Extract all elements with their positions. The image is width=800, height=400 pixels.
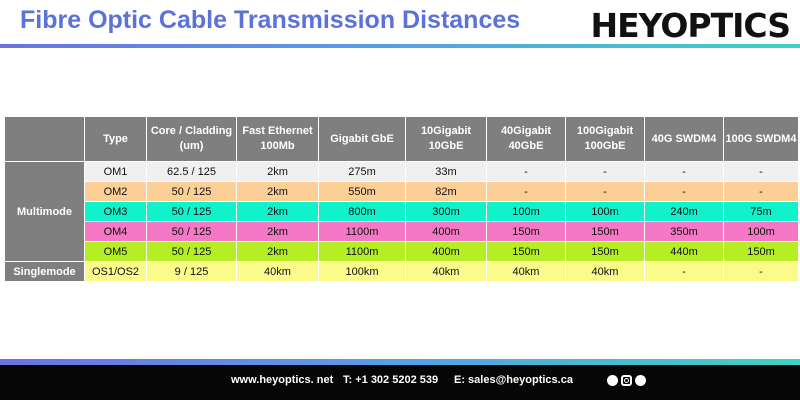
header-divider bbox=[0, 44, 800, 48]
table-cell: 800m bbox=[318, 201, 406, 222]
table-cell: 50 / 125 bbox=[146, 181, 237, 202]
table-cell: 50 / 125 bbox=[146, 241, 237, 262]
table-cell: - bbox=[486, 161, 566, 182]
table-cell: 2km bbox=[236, 241, 319, 262]
table-header-row: Type Core / Cladding (um) Fast Ethernet … bbox=[4, 116, 799, 162]
table-cell: 400m bbox=[405, 241, 487, 262]
fibre-type-cell: OM3 bbox=[84, 201, 147, 222]
fibre-type-cell: OM2 bbox=[84, 181, 147, 202]
table-cell: 40km bbox=[236, 261, 319, 282]
table-row: OM5 50 / 125 2km 1100m 400m 150m 150m 440m 150m bbox=[5, 241, 799, 262]
table-cell: 40km bbox=[405, 261, 487, 282]
table-cell: 100km bbox=[318, 261, 406, 282]
table-cell: 300m bbox=[405, 201, 487, 222]
page-title: Fibre Optic Cable Transmission Distances bbox=[20, 6, 521, 34]
footer-bar: www.heyoptics. net T: +1 302 5202 539 E:… bbox=[0, 365, 800, 400]
table-cell: 150m bbox=[565, 241, 645, 262]
header-core-cladding: Core / Cladding (um) bbox=[146, 116, 237, 162]
table-cell: 1100m bbox=[318, 241, 406, 262]
facebook-icon[interactable] bbox=[607, 375, 618, 386]
group-singlemode: Singlemode bbox=[4, 261, 85, 282]
table-cell: - bbox=[644, 161, 724, 182]
table-cell: 150m bbox=[486, 221, 566, 242]
table-cell: - bbox=[723, 161, 799, 182]
table-cell: 100m bbox=[723, 221, 799, 242]
heyoptics-logo: HEYOPTICS bbox=[590, 6, 791, 45]
table-cell: 40km bbox=[486, 261, 566, 282]
table-row: OM4 50 / 125 2km 1100m 400m 150m 150m 350m 100m bbox=[5, 221, 799, 242]
table-cell: 2km bbox=[236, 181, 319, 202]
footer-phone: T: +1 302 5202 539 bbox=[343, 374, 439, 386]
table-cell: 50 / 125 bbox=[146, 201, 237, 222]
header-100g-swdm4: 100G SWDM4 bbox=[723, 116, 799, 162]
social-icons bbox=[607, 375, 646, 386]
table-cell: 2km bbox=[236, 161, 319, 182]
table-cell: 100m bbox=[565, 201, 645, 222]
footer-website-link[interactable]: www.heyoptics. net bbox=[231, 374, 334, 386]
table-cell: 150m bbox=[486, 241, 566, 262]
fibre-type-cell: OM4 bbox=[84, 221, 147, 242]
table-cell: 150m bbox=[565, 221, 645, 242]
table-row: OM2 50 / 125 2km 550m 82m - - - - bbox=[5, 181, 799, 202]
table-cell: 50 / 125 bbox=[146, 221, 237, 242]
fibre-type-cell: OS1/OS2 bbox=[84, 261, 147, 282]
header-gigabit: Gigabit GbE bbox=[318, 116, 406, 162]
table-cell: - bbox=[644, 261, 724, 282]
fibre-type-cell: OM5 bbox=[84, 241, 147, 262]
table-cell: - bbox=[723, 261, 799, 282]
header-100gigabit: 100Gigabit 100GbE bbox=[565, 116, 645, 162]
table-cell: 350m bbox=[644, 221, 724, 242]
table-cell: 550m bbox=[318, 181, 406, 202]
header-corner-cell bbox=[4, 116, 85, 162]
instagram-icon[interactable] bbox=[621, 375, 632, 386]
transmission-distance-table: Type Core / Cladding (um) Fast Ethernet … bbox=[4, 116, 799, 282]
table-cell: 62.5 / 125 bbox=[146, 161, 237, 182]
table-cell: 440m bbox=[644, 241, 724, 262]
table-cell: 2km bbox=[236, 201, 319, 222]
table-cell: - bbox=[486, 181, 566, 202]
table-cell: 9 / 125 bbox=[146, 261, 237, 282]
table-cell: 100m bbox=[486, 201, 566, 222]
footer-divider bbox=[0, 359, 800, 365]
table-row: OM3 50 / 125 2km 800m 300m 100m 100m 240m 75m bbox=[5, 201, 799, 222]
group-multimode: Multimode bbox=[4, 161, 85, 262]
table-cell: 1100m bbox=[318, 221, 406, 242]
header-10gigabit: 10Gigabit 10GbE bbox=[405, 116, 487, 162]
footer-email[interactable]: E: sales@heyoptics.ca bbox=[454, 374, 573, 386]
fibre-type-cell: OM1 bbox=[84, 161, 147, 182]
table-cell: - bbox=[565, 181, 645, 202]
table-cell: 2km bbox=[236, 221, 319, 242]
table-cell: - bbox=[723, 181, 799, 202]
table-cell: 240m bbox=[644, 201, 724, 222]
twitter-icon[interactable] bbox=[635, 375, 646, 386]
table-row: Multimode OM1 62.5 / 125 2km 275m 33m - - - - bbox=[4, 161, 799, 262]
table-cell: - bbox=[565, 161, 645, 182]
header-40g-swdm4: 40G SWDM4 bbox=[644, 116, 724, 162]
table-cell: 33m bbox=[405, 161, 487, 182]
table-row: Singlemode OS1/OS2 9 / 125 40km 100km 40km 40k… bbox=[4, 261, 799, 282]
table-cell: 82m bbox=[405, 181, 487, 202]
header-40gigabit: 40Gigabit 40GbE bbox=[486, 116, 566, 162]
table-cell: 275m bbox=[318, 161, 406, 182]
table-cell: 75m bbox=[723, 201, 799, 222]
header-type: Type bbox=[84, 116, 147, 162]
table-cell: 400m bbox=[405, 221, 487, 242]
table-cell: 150m bbox=[723, 241, 799, 262]
table-cell: 40km bbox=[565, 261, 645, 282]
header-fast-ethernet: Fast Ethernet 100Mb bbox=[236, 116, 319, 162]
table-cell: - bbox=[644, 181, 724, 202]
